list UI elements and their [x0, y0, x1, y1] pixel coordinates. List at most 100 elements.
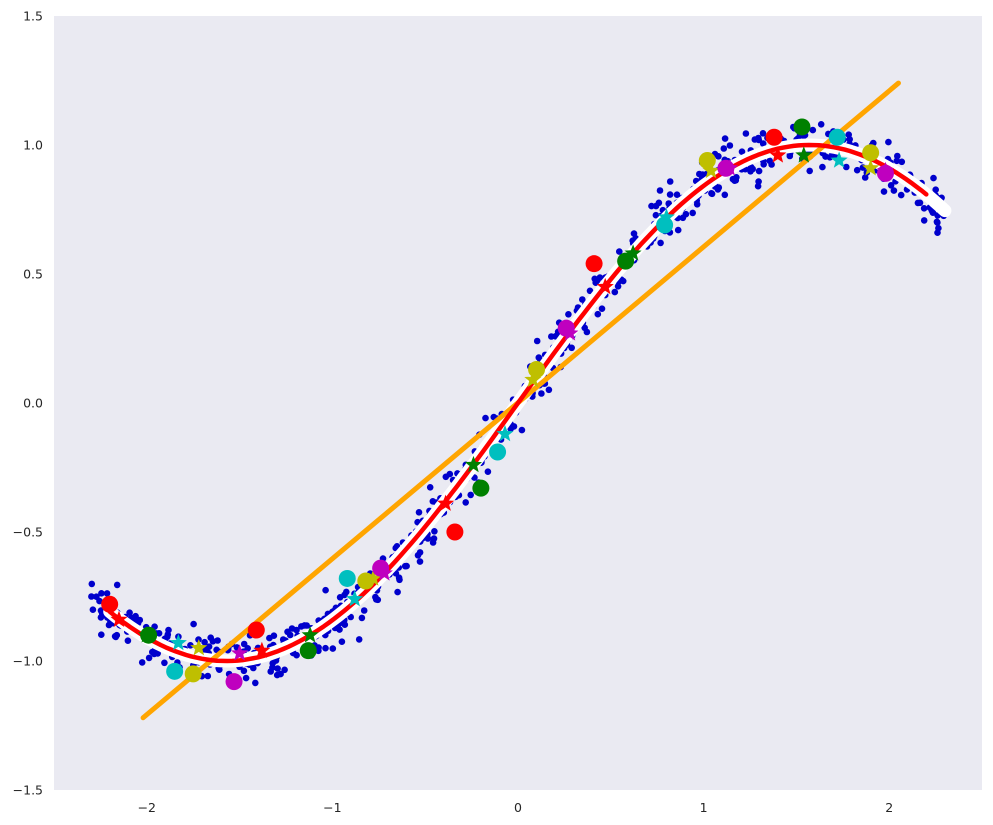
sample-point — [679, 214, 687, 222]
circle-marker — [338, 569, 356, 587]
sample-point — [482, 414, 489, 422]
sample-point — [415, 509, 423, 516]
circle-marker — [166, 662, 184, 680]
sample-point — [518, 426, 526, 434]
x-tick-label: 1 — [700, 800, 708, 815]
sample-point — [897, 191, 905, 199]
sample-point — [817, 121, 825, 128]
sample-point — [204, 672, 212, 680]
sample-point — [666, 191, 674, 198]
circle-marker — [299, 642, 317, 660]
star-marker — [657, 208, 675, 225]
sample-point — [98, 631, 105, 638]
fitted-curve — [107, 142, 929, 664]
circle-marker — [656, 216, 674, 234]
sample-point — [708, 190, 715, 197]
y-tick-label: −0.5 — [13, 525, 43, 540]
star-marker — [702, 161, 720, 179]
sample-point — [281, 666, 288, 674]
sample-point — [596, 274, 604, 281]
sample-point — [149, 648, 156, 656]
y-tick-label: 0.0 — [23, 396, 43, 411]
sample-point — [806, 167, 813, 175]
sample-point — [301, 622, 308, 629]
circle-marker — [472, 479, 490, 497]
sample-point — [484, 468, 492, 476]
sample-point — [932, 186, 939, 193]
sample-point — [394, 588, 401, 596]
sample-point — [930, 174, 937, 182]
y-tick-label: 1.0 — [23, 138, 43, 153]
sample-point — [252, 679, 259, 687]
star-marker — [769, 146, 787, 163]
sample-point — [347, 613, 355, 621]
sample-point — [396, 576, 403, 584]
sample-point — [269, 664, 276, 671]
star-marker — [190, 639, 208, 656]
sample-point — [98, 590, 105, 597]
sample-point — [689, 209, 696, 217]
sample-point — [898, 158, 906, 166]
sample-point — [721, 135, 729, 142]
sample-point — [510, 423, 518, 430]
star-marker — [253, 641, 271, 658]
sample-point — [322, 644, 329, 652]
sample-point — [768, 161, 775, 168]
x-tick-label: −1 — [323, 800, 341, 815]
circle-marker — [698, 151, 716, 169]
sample-point — [893, 157, 901, 165]
sample-point — [819, 163, 826, 171]
circle-marker — [140, 626, 158, 644]
sample-point — [195, 636, 202, 643]
sample-point — [201, 638, 208, 646]
circle-marker — [372, 559, 390, 577]
sample-point — [809, 126, 817, 134]
star-marker — [830, 151, 848, 168]
sample-point — [360, 607, 368, 614]
curves — [103, 80, 952, 721]
circle-marker — [247, 621, 265, 639]
sample-point — [112, 633, 120, 641]
sample-point — [652, 211, 660, 219]
y-tick-label: 1.5 — [23, 9, 43, 24]
x-tick-label: −2 — [138, 800, 156, 815]
sample-point — [861, 174, 869, 181]
circle-marker — [225, 673, 243, 691]
sample-point — [430, 535, 438, 542]
sample-point — [431, 528, 438, 535]
sample-point — [358, 614, 366, 622]
sample-point — [611, 288, 619, 296]
sample-point — [138, 659, 146, 666]
sample-point — [693, 201, 701, 208]
circle-marker — [101, 595, 119, 613]
sample-point — [933, 218, 941, 226]
sample-point — [586, 287, 594, 295]
sample-point — [738, 148, 746, 155]
sample-point — [88, 580, 96, 588]
sample-point — [673, 191, 681, 198]
sample-point — [209, 638, 217, 645]
x-tick-label: 0 — [514, 800, 522, 815]
sample-point — [616, 248, 623, 255]
markers — [101, 118, 894, 691]
sample-point — [759, 130, 767, 137]
sample-point — [715, 184, 723, 191]
sample-point — [277, 670, 284, 678]
circle-marker — [862, 144, 880, 162]
sample-point — [630, 230, 638, 237]
sample-point — [442, 473, 450, 481]
sample-point — [145, 654, 153, 662]
sample-point — [103, 590, 111, 597]
circle-marker — [489, 443, 507, 461]
circle-marker — [793, 118, 811, 136]
y-tick-label: 0.5 — [23, 267, 43, 282]
sample-point — [887, 182, 895, 189]
sample-point — [416, 558, 424, 565]
sample-point — [426, 484, 434, 491]
sample-point — [113, 581, 121, 589]
sample-point — [190, 620, 197, 628]
sample-point — [581, 324, 588, 332]
sample-point — [293, 626, 300, 634]
star-marker — [346, 590, 364, 607]
